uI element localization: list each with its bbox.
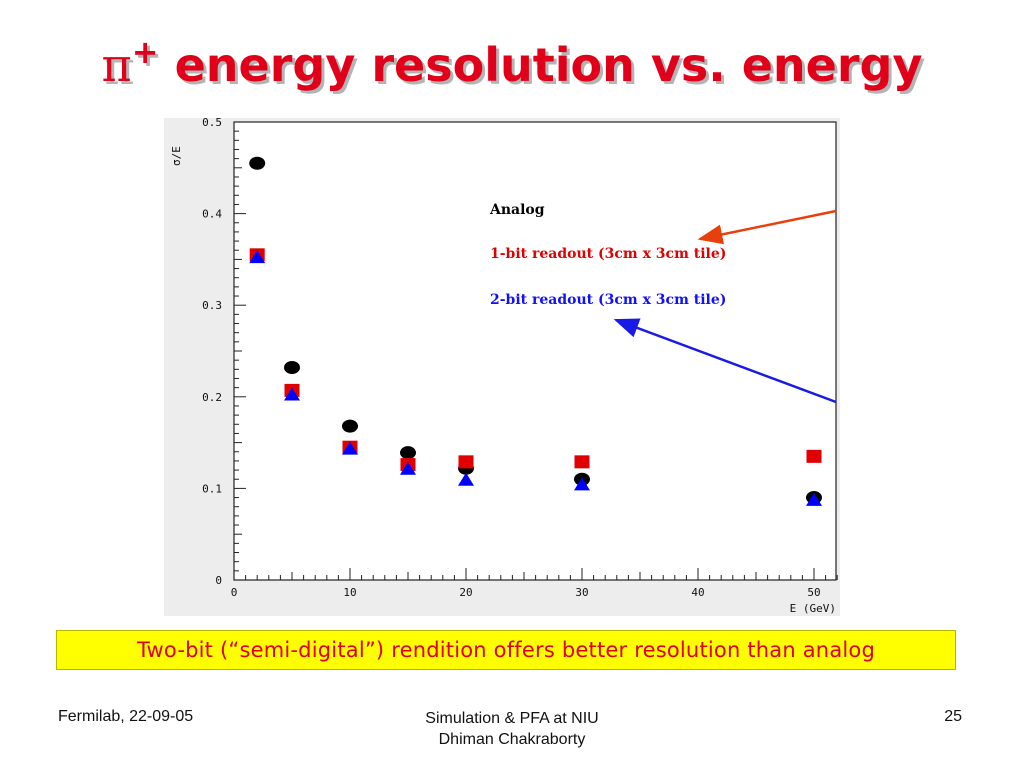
x-axis-label: E (GeV) — [790, 602, 836, 615]
two-bit-point — [284, 387, 300, 401]
y-tick-label: 0.5 — [202, 118, 222, 129]
x-tick-label: 10 — [343, 586, 356, 599]
chart-ticks — [233, 121, 838, 581]
two-bit-point — [249, 250, 266, 264]
y-tick-label: 0 — [215, 574, 222, 587]
two-bit-point — [574, 477, 590, 491]
chart-axes — [233, 121, 837, 581]
legend-entry: 1-bit readout (3cm x 3cm tile) — [490, 246, 726, 262]
two-bit-point — [342, 441, 358, 455]
x-tick-label: 0 — [231, 586, 238, 599]
footer-author: Dhiman Chakraborty — [438, 731, 586, 748]
x-tick-label: 40 — [691, 586, 704, 599]
arrow-to-2bit — [613, 318, 837, 404]
chart-tick-labels: 0 0.1 0.2 0.3 0.4 0.5 0 10 20 30 40 50 — [202, 118, 821, 599]
legend-entry: 2-bit readout (3cm x 3cm tile) — [490, 292, 726, 308]
y-axis-label: σ/E — [170, 146, 183, 166]
analog-point — [249, 156, 266, 170]
data-markers — [249, 156, 822, 506]
annotation-arrows — [613, 209, 837, 404]
pi-symbol: π — [101, 38, 132, 92]
y-tick-label: 0.4 — [202, 208, 222, 221]
y-tick-label: 0.1 — [202, 482, 222, 495]
one-bit-point — [574, 455, 590, 469]
analog-point — [342, 419, 358, 433]
one-bit-point — [458, 455, 474, 469]
analog-point — [400, 446, 416, 460]
two-bit-point — [806, 492, 822, 506]
caption-text: Two-bit (“semi-digital”) rendition offer… — [136, 638, 876, 662]
analog-point — [284, 360, 300, 374]
page-number: 25 — [944, 708, 962, 725]
x-tick-label: 20 — [459, 586, 472, 599]
footer-talk-title: Simulation & PFA at NIU — [425, 710, 599, 727]
one-bit-point — [806, 449, 822, 463]
legend-entry: Analog — [489, 202, 545, 218]
y-tick-label: 0.2 — [202, 391, 222, 404]
x-tick-label: 30 — [575, 586, 588, 599]
x-tick-label: 50 — [807, 586, 820, 599]
plot-frame — [233, 121, 837, 581]
caption-box: Two-bit (“semi-digital”) rendition offer… — [56, 630, 956, 670]
arrow-to-1bit — [697, 209, 837, 245]
two-bit-point — [458, 472, 474, 486]
plot-panel: 0 0.1 0.2 0.3 0.4 0.5 0 10 20 30 40 50 σ/E E (GeV) … — [164, 118, 840, 616]
footer-venue-date: Fermilab, 22-09-05 — [58, 708, 194, 725]
chart-legend: Analog 1-bit readout (3cm x 3cm tile) 2-bi… — [489, 202, 726, 308]
title-superscript: + — [131, 33, 159, 71]
resolution-chart: 00.10.20.30.40.50 10 20 30 40 50 σ/E E (GeV) … — [170, 118, 838, 615]
title-text: energy resolution vs. energy — [158, 38, 923, 92]
footer-center: Simulation & PFA at NIU Dhiman Chakrabor… — [362, 708, 662, 750]
slide-title: π+ energy resolution vs. energy — [0, 36, 1024, 92]
y-tick-label: 0.3 — [202, 299, 222, 312]
two-bit-point — [400, 461, 416, 475]
